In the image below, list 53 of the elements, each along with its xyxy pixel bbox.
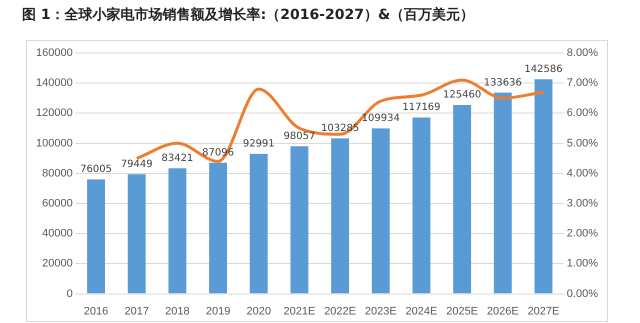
y-tick-label: 100000: [36, 137, 73, 150]
bar: [453, 104, 472, 294]
data-label: 98057: [284, 130, 316, 142]
bar: [209, 162, 228, 294]
bar: [494, 92, 512, 294]
y2-tick-label: 8.00%: [566, 47, 598, 60]
x-tick-label: 2027E: [528, 305, 560, 318]
y2-tick-label: 7.00%: [566, 77, 598, 90]
y2-tick-label: 1.00%: [566, 258, 598, 270]
x-tick-label: 2025E: [446, 305, 478, 318]
data-label: 109934: [362, 112, 400, 124]
bar: [168, 168, 186, 294]
x-tick-label: 2022E: [324, 305, 356, 318]
data-label: 125460: [443, 90, 482, 101]
bar: [87, 179, 105, 294]
y-tick-label: 140000: [36, 77, 73, 90]
bar: [128, 174, 146, 294]
data-label: 83421: [161, 152, 194, 164]
data-label: 79449: [120, 158, 153, 170]
data-label: 76005: [80, 164, 112, 176]
y2-tick-label: 5.00%: [566, 137, 598, 150]
y2-tick-label: 6.00%: [566, 107, 598, 120]
x-tick-label: 2016: [84, 305, 108, 318]
y-tick-label: 80000: [42, 167, 73, 180]
bar: [534, 79, 552, 294]
data-label: 117169: [402, 102, 441, 114]
data-label: 133636: [484, 77, 522, 88]
x-tick-label: 2017: [124, 305, 149, 318]
bar: [412, 117, 430, 294]
y-tick-label: 160000: [36, 47, 73, 60]
x-tick-label: 2018: [165, 305, 190, 318]
x-tick-label: 2021E: [284, 305, 316, 318]
y-tick-label: 20000: [42, 258, 73, 270]
bar: [331, 138, 350, 294]
y-tick-label: 0: [66, 288, 73, 300]
y2-tick-label: 0.00%: [566, 288, 598, 300]
data-label: 92991: [242, 138, 275, 150]
chart-title: 图 1：全球小家电市场销售额及增长率:（2016-2027）&（百万美元）: [22, 6, 474, 24]
y2-tick-label: 2.00%: [566, 228, 598, 240]
x-tick-label: 2024E: [406, 305, 438, 318]
x-tick-label: 2026E: [486, 305, 519, 318]
bar: [372, 128, 390, 294]
data-label: 142586: [524, 64, 563, 75]
y-tick-label: 120000: [36, 107, 73, 120]
x-tick-label: 2019: [206, 305, 230, 318]
bar: [290, 146, 308, 294]
y2-tick-label: 4.00%: [566, 167, 598, 180]
y2-tick-label: 3.00%: [566, 198, 598, 210]
bar: [250, 154, 268, 294]
y-tick-label: 40000: [42, 228, 73, 240]
x-tick-label: 2023E: [364, 305, 397, 318]
y-tick-label: 60000: [42, 198, 73, 210]
x-tick-label: 2020: [246, 305, 271, 318]
